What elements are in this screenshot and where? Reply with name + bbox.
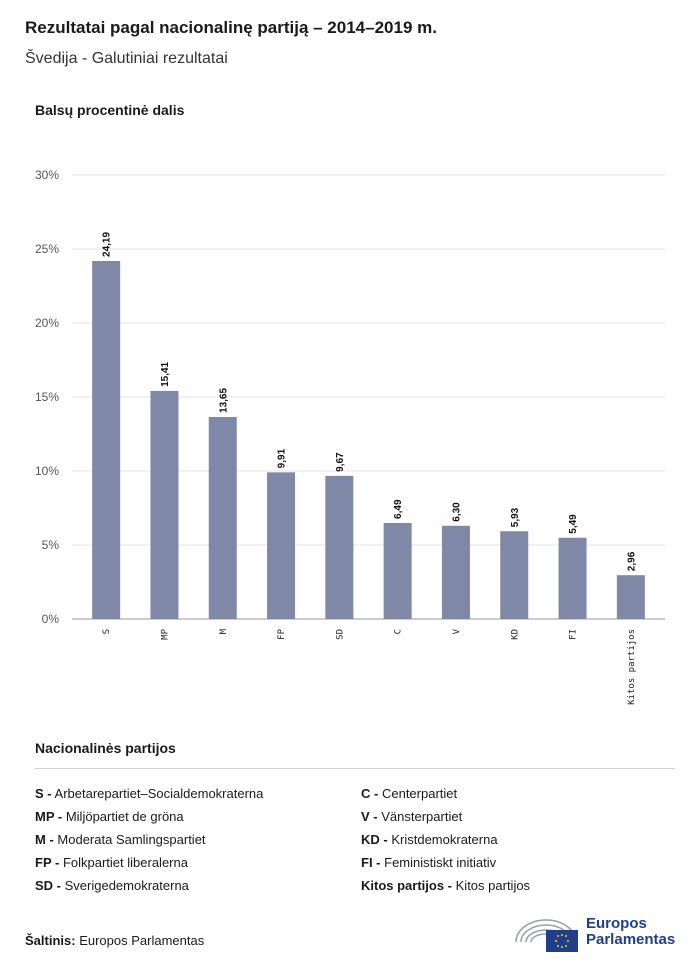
legend-item: FP - Folkpartiet liberalerna: [35, 855, 188, 870]
y-tick-label: 25%: [35, 242, 59, 256]
logo-line-1: Europos: [586, 915, 647, 932]
bar: [441, 525, 470, 619]
legend-item: V - Vänsterpartiet: [361, 809, 462, 824]
legend-code: SD -: [35, 878, 61, 893]
bar: [150, 390, 179, 619]
legend-code: MP -: [35, 809, 63, 824]
logo-line-2: Parlamentas: [586, 931, 676, 948]
x-tick-label: C: [394, 629, 404, 634]
source-note: Šaltinis: Europos Parlamentas: [25, 933, 204, 948]
legend-item: KD - Kristdemokraterna: [361, 832, 498, 847]
y-tick-label: 20%: [35, 316, 59, 330]
y-tick-label: 0%: [42, 612, 60, 626]
legend-title: Nacionalinės partijos: [35, 740, 176, 756]
legend-code: V -: [361, 809, 378, 824]
legend-code: M -: [35, 832, 54, 847]
legend-name: Moderata Samlingspartiet: [57, 832, 206, 847]
hemicycle-flag-icon: [515, 919, 578, 952]
data-label: 6,49: [393, 499, 404, 519]
legend-name: Folkpartiet liberalerna: [62, 855, 188, 870]
legend-code: C -: [361, 786, 379, 801]
source-text: Europos Parlamentas: [79, 933, 205, 948]
legend-item: C - Centerpartiet: [361, 786, 457, 801]
legend-code: FI -: [361, 855, 381, 870]
x-tick-label: M: [219, 628, 229, 634]
y-tick-label: 15%: [35, 390, 59, 404]
bar: [92, 260, 121, 619]
bar: [383, 522, 412, 619]
legend-code: S -: [35, 786, 52, 801]
legend-name: Centerpartiet: [381, 786, 458, 801]
data-label: 5,49: [568, 514, 579, 534]
data-label: 13,65: [218, 388, 229, 413]
legend-name: Vänsterpartiet: [381, 809, 463, 824]
logo-text: Europos Parlamentas: [586, 916, 675, 948]
legend-name: Miljöpartiet de gröna: [65, 809, 184, 824]
x-tick-label: Kitos partijos: [627, 629, 637, 705]
legend-name: Kristdemokraterna: [391, 832, 498, 847]
x-tick-label: FP: [277, 628, 287, 639]
legend-item: FI - Feministiskt initiativ: [361, 855, 496, 870]
legend-code: FP -: [35, 855, 60, 870]
data-label: 6,30: [451, 502, 462, 522]
bar: [267, 472, 296, 619]
x-tick-label: SD: [335, 629, 345, 640]
x-tick-label: MP: [160, 628, 170, 639]
legend-name: Feministiskt initiativ: [384, 855, 497, 870]
y-tick-label: 5%: [42, 538, 60, 552]
legend-name: Arbetarepartiet–Socialdemokraterna: [54, 786, 264, 801]
x-tick-label: V: [452, 628, 462, 634]
legend-item: M - Moderata Samlingspartiet: [35, 832, 206, 847]
data-label: 2,96: [626, 551, 637, 571]
legend-divider: [35, 768, 675, 769]
legend-name: Sverigedemokraterna: [64, 878, 189, 893]
data-label: 9,91: [277, 448, 288, 468]
legend-name: Kitos partijos: [455, 878, 531, 893]
bar: [616, 575, 645, 619]
x-tick-label: KD: [510, 629, 520, 640]
bar: [500, 531, 529, 619]
data-label: 24,19: [102, 232, 113, 257]
y-axis-label: Balsų procentinė dalis: [35, 102, 185, 118]
data-label: 15,41: [160, 361, 171, 386]
x-tick-label: FI: [569, 629, 579, 640]
y-tick-label: 10%: [35, 464, 59, 478]
data-label: 5,93: [510, 507, 521, 527]
legend-item: MP - Miljöpartiet de gröna: [35, 809, 184, 824]
y-tick-label: 30%: [35, 168, 59, 182]
bar: [208, 416, 237, 619]
bar: [558, 537, 587, 619]
bar: [325, 475, 354, 619]
source-label: Šaltinis:: [25, 933, 76, 948]
chart-subtitle: Švedija - Galutiniai rezultatai: [25, 50, 228, 67]
legend-item: Kitos partijos - Kitos partijos: [361, 878, 530, 893]
chart-title: Rezultatai pagal nacionalinę partiją – 2…: [25, 18, 437, 37]
legend-item: S - Arbetarepartiet–Socialdemokraterna: [35, 786, 263, 801]
legend-code: Kitos partijos -: [361, 878, 453, 893]
x-tick-label: S: [102, 629, 112, 634]
bar-chart: 0% 5% 10% 15% 20% 25% 30% 24,19 S 15,41 MP 13,65 M 9,…: [35, 168, 665, 705]
data-label: 9,67: [335, 452, 346, 472]
european-parliament-logo: Europos Parlamentas: [512, 908, 682, 958]
legend-item: SD - Sverigedemokraterna: [35, 878, 189, 893]
legend-code: KD -: [361, 832, 388, 847]
